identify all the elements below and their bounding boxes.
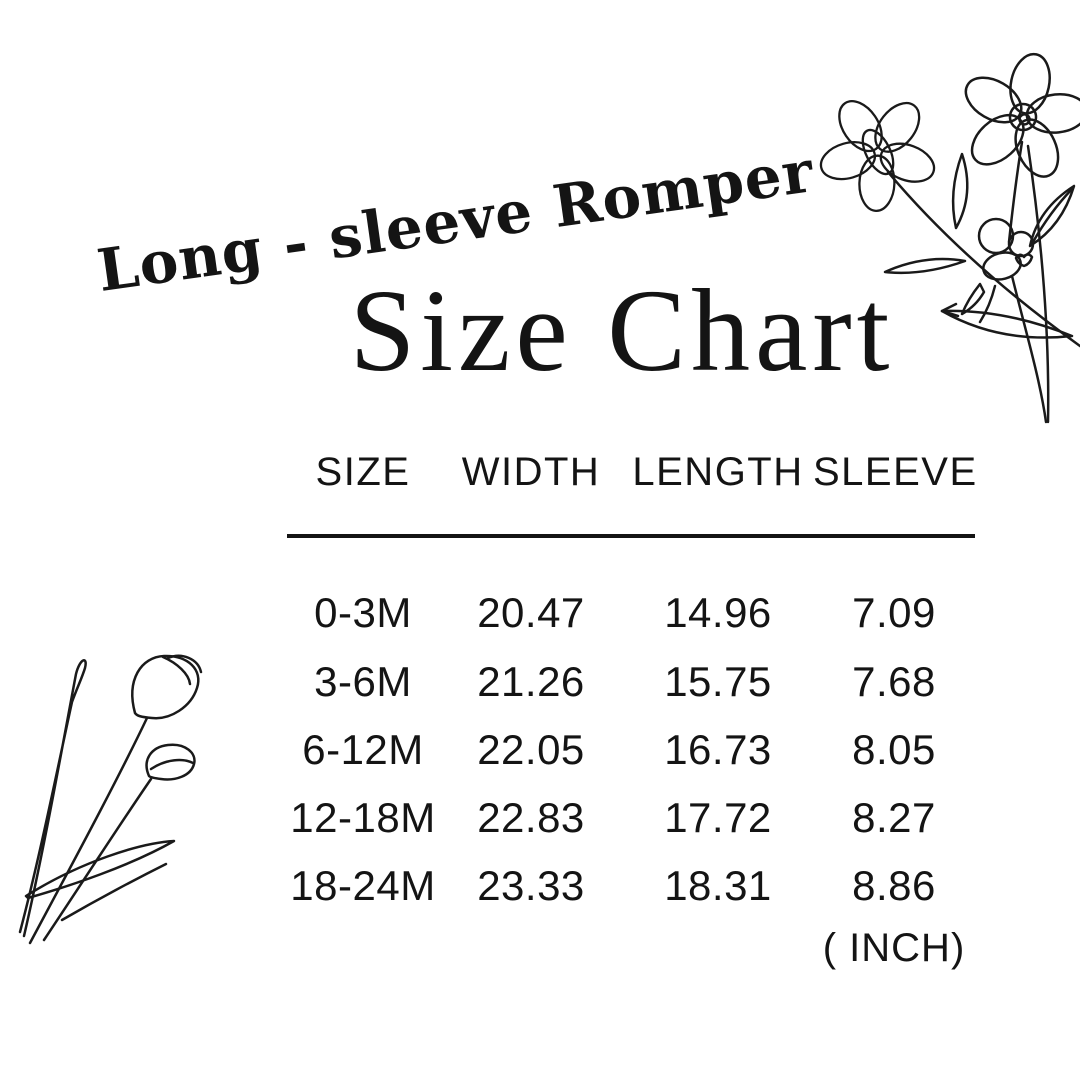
cell-length: 16.73: [664, 726, 772, 773]
cell-size: 18-24M: [290, 862, 436, 909]
cell-sleeve: 7.09: [852, 589, 936, 636]
cell-length: 14.96: [664, 589, 772, 636]
poppy-flowers-icon: [819, 52, 1080, 424]
cell-sleeve: 8.27: [852, 794, 936, 841]
column-header-width: WIDTH: [461, 450, 601, 494]
cell-sleeve: 8.86: [852, 862, 936, 909]
tulip-flowers-icon: [18, 654, 203, 945]
cell-width: 22.83: [477, 794, 585, 841]
cell-sleeve: 8.05: [852, 726, 936, 773]
column-header-size: SIZE: [315, 450, 411, 494]
cell-width: 23.33: [477, 862, 585, 909]
table-row: 6-12M 22.05 16.73 8.05: [287, 716, 975, 784]
column-header-length: LENGTH: [632, 450, 804, 494]
header-divider-line: [287, 534, 975, 538]
cell-width: 20.47: [477, 589, 585, 636]
cell-length: 17.72: [664, 794, 772, 841]
table-header-row: SIZE WIDTH LENGTH SLEEVE: [287, 450, 978, 494]
table-row: 3-6M 21.26 15.75 7.68: [287, 648, 975, 716]
table-row: 12-18M 22.83 17.72 8.27: [287, 784, 975, 852]
cell-sleeve: 7.68: [852, 658, 936, 705]
table-row: 0-3M 20.47 14.96 7.09: [287, 579, 975, 647]
cell-length: 15.75: [664, 658, 772, 705]
unit-note: ( INCH): [822, 926, 966, 970]
unit-note-row: ( INCH): [287, 926, 975, 970]
cell-size: 12-18M: [290, 794, 436, 841]
cell-size: 3-6M: [314, 658, 412, 705]
table-row: 18-24M 23.33 18.31 8.86: [287, 852, 975, 920]
size-table: SIZE WIDTH LENGTH SLEEVE 0-3M 20.47 14.9…: [287, 450, 978, 980]
cell-width: 22.05: [477, 726, 585, 773]
column-header-sleeve: SLEEVE: [813, 450, 978, 494]
cell-width: 21.26: [477, 658, 585, 705]
cell-size: 0-3M: [314, 589, 412, 636]
cell-length: 18.31: [664, 862, 772, 909]
page-title: Size Chart: [349, 265, 895, 396]
cell-size: 6-12M: [302, 726, 424, 773]
